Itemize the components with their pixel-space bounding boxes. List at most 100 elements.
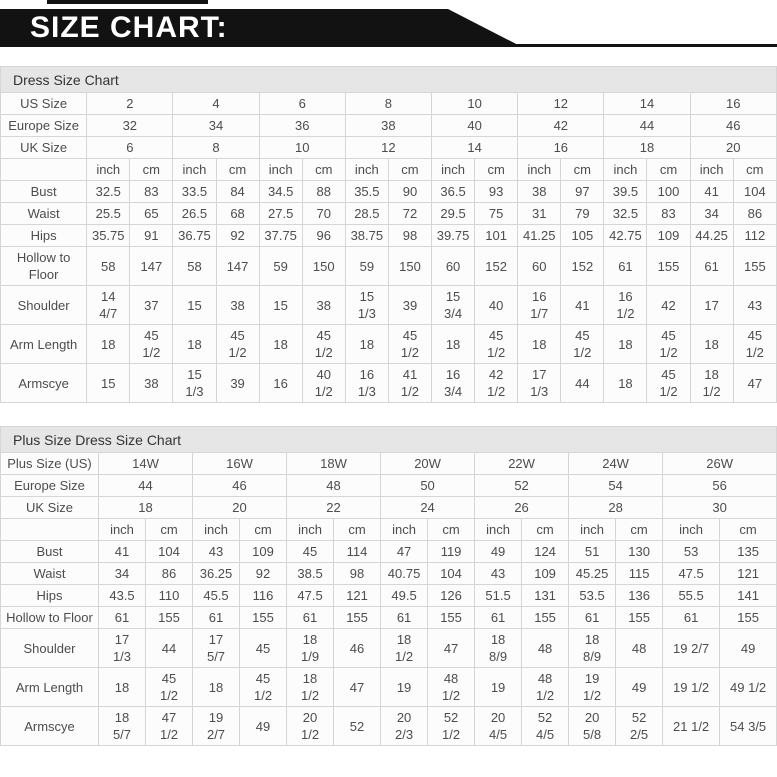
measure-value-cell: 65: [129, 202, 174, 225]
measure-value-cell: 19 1/2: [662, 667, 721, 707]
measure-value-cell: 38.75: [344, 224, 389, 247]
row-label: Europe Size: [0, 114, 88, 137]
row-label: Shoulder: [0, 628, 99, 668]
measure-value-cell: 27.5: [258, 202, 303, 225]
size-value-cell: 8: [172, 136, 260, 159]
unit-cell-cm: cm: [333, 518, 382, 541]
row-label-empty: [0, 518, 99, 541]
measure-value-cell: 20 5/8: [568, 706, 617, 746]
unit-cell-cm: cm: [560, 158, 605, 181]
unit-cell-inch: inch: [603, 158, 648, 181]
measure-value-cell: 18: [258, 324, 303, 364]
measure-value-cell: 47.5: [662, 562, 721, 585]
plus-size-table: Plus Size (US) 14W 16W 18W 20W 22W 24W 26W Europ…: [0, 452, 777, 746]
measure-row: Armscye 15 38 15 1/3 39 16 40 1/2 16 1/3 41 1/2 1…: [0, 363, 777, 403]
unit-cell-cm: cm: [427, 518, 476, 541]
size-value-cell: 30: [662, 496, 777, 519]
measure-value-cell: 61: [603, 246, 648, 286]
measure-value-cell: 152: [560, 246, 605, 286]
measure-value-cell: 32.5: [603, 202, 648, 225]
unit-cell-cm: cm: [732, 158, 777, 181]
measure-value-cell: 34: [98, 562, 146, 585]
measure-value-cell: 42: [646, 285, 691, 325]
measure-value-cell: 61: [662, 606, 721, 629]
measure-value-cell: 59: [344, 246, 389, 286]
measure-value-cell: 39.75: [431, 224, 476, 247]
row-label: Hollow to Floor: [0, 246, 88, 286]
size-value-cell: 4: [172, 92, 260, 115]
size-value-cell: 2: [86, 92, 174, 115]
measure-value-cell: 54 3/5: [719, 706, 777, 746]
measure-row: Hips 43.5 110 45.5 116 47.5 121 49.5 126 51.5 131 5…: [0, 584, 777, 607]
measure-value-cell: 61: [568, 606, 617, 629]
measure-value-cell: 96: [301, 224, 346, 247]
unit-row: inch cm inch cm inch cm inch cm inch cm inch cm inch…: [0, 158, 777, 181]
measure-value-cell: 45 1/2: [144, 667, 194, 707]
size-value-cell: 42: [517, 114, 605, 137]
measure-value-cell: 33.5: [172, 180, 217, 203]
measure-value-cell: 20 2/3: [380, 706, 429, 746]
row-label: Plus Size (US): [0, 452, 99, 475]
unit-cell-cm: cm: [474, 158, 519, 181]
unit-cell-cm: cm: [521, 518, 570, 541]
unit-cell-inch: inch: [474, 518, 523, 541]
measure-value-cell: 32.5: [86, 180, 131, 203]
measure-value-cell: 44: [144, 628, 194, 668]
measure-value-cell: 45 1/2: [646, 363, 691, 403]
measure-value-cell: 86: [732, 202, 777, 225]
measure-value-cell: 41.25: [517, 224, 562, 247]
measure-value-cell: 18: [603, 363, 648, 403]
size-value-cell: 24W: [568, 452, 664, 475]
unit-cell-inch: inch: [192, 518, 241, 541]
measure-value-cell: 35.5: [344, 180, 389, 203]
measure-value-cell: 98: [333, 562, 382, 585]
size-value-cell: 6: [86, 136, 174, 159]
size-value-cell: 20: [192, 496, 288, 519]
unit-row: inch cm inch cm inch cm inch cm inch cm inch cm inch…: [0, 518, 777, 541]
size-value-cell: 14W: [97, 452, 194, 475]
measure-value-cell: 88: [301, 180, 346, 203]
top-decoration-strip: [47, 0, 208, 4]
unit-cell-cm: cm: [615, 518, 664, 541]
row-label: Hollow to Floor: [0, 606, 99, 629]
row-label: Europe Size: [0, 474, 99, 497]
measure-value-cell: 155: [521, 606, 570, 629]
measure-value-cell: 20 1/2: [286, 706, 335, 746]
measure-value-cell: 45 1/2: [646, 324, 691, 364]
measure-value-cell: 52 2/5: [615, 706, 664, 746]
unit-cell-inch: inch: [344, 158, 389, 181]
measure-value-cell: 41 1/2: [387, 363, 433, 403]
measure-value-cell: 34.5: [258, 180, 303, 203]
measure-value-cell: 18: [98, 667, 146, 707]
unit-cell-inch: inch: [517, 158, 562, 181]
measure-value-cell: 131: [521, 584, 570, 607]
measure-value-cell: 44: [560, 363, 605, 403]
measure-value-cell: 45: [286, 540, 335, 563]
size-value-cell: 6: [258, 92, 346, 115]
measure-value-cell: 45: [239, 628, 288, 668]
measure-value-cell: 101: [474, 224, 519, 247]
measure-value-cell: 155: [144, 606, 194, 629]
banner: SIZE CHART:: [0, 0, 777, 52]
measure-value-cell: 15: [172, 285, 217, 325]
measure-value-cell: 60: [431, 246, 476, 286]
size-value-cell: 28: [568, 496, 664, 519]
dress-size-chart-title: Dress Size Chart: [0, 66, 777, 92]
measure-value-cell: 116: [239, 584, 288, 607]
measure-value-cell: 45 1/2: [387, 324, 433, 364]
measure-value-cell: 16 1/7: [517, 285, 562, 325]
measure-value-cell: 52 1/2: [427, 706, 476, 746]
row-label: Hips: [0, 584, 99, 607]
size-value-cell: 44: [97, 474, 194, 497]
measure-value-cell: 17 1/3: [517, 363, 562, 403]
measure-value-cell: 43: [192, 540, 241, 563]
measure-value-cell: 110: [144, 584, 194, 607]
unit-cell-inch: inch: [431, 158, 476, 181]
measure-value-cell: 15 1/3: [172, 363, 217, 403]
unit-cell-cm: cm: [239, 518, 288, 541]
size-value-cell: 46: [689, 114, 777, 137]
measure-value-cell: 100: [646, 180, 691, 203]
size-header-row: UK Size 18 20 22 24 26 28 30: [0, 496, 777, 519]
unit-cell-cm: cm: [144, 518, 194, 541]
measure-value-cell: 44.25: [689, 224, 734, 247]
